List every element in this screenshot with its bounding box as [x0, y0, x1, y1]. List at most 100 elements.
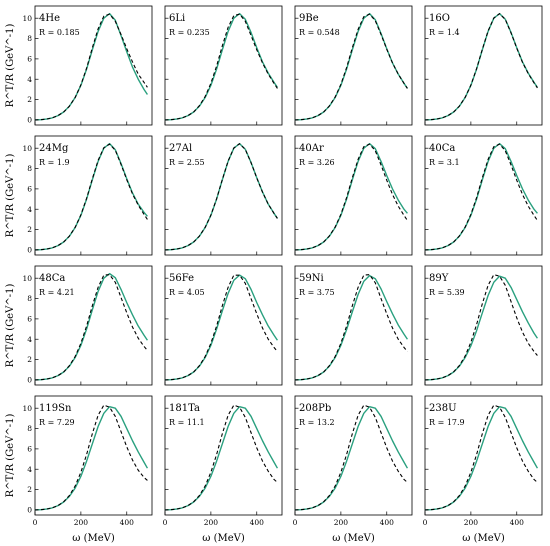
x-tick-label: 400 — [250, 518, 265, 527]
y-tick-label: 4 — [27, 335, 32, 344]
y-tick-label: 8 — [27, 424, 32, 433]
panel-nucleus-label: 16O — [429, 13, 450, 24]
panel-nucleus-label: 27Al — [169, 143, 192, 154]
panel-nucleus-label: 208Pb — [299, 403, 331, 414]
y-tick-label: 6 — [27, 54, 32, 63]
panel-56fe: 56Fe R = 4.05 — [164, 265, 283, 386]
panel-frame — [294, 395, 413, 516]
y-tick-label: 2 — [27, 485, 32, 494]
panel-nucleus-label: 119Sn — [39, 403, 72, 414]
x-tick-label: 400 — [120, 518, 135, 527]
panel-nucleus-label: 4He — [39, 13, 60, 24]
panel-24mg: 0 2 4 6 8 10 24Mg R = 1.9 — [22, 135, 153, 256]
panel-frame — [424, 265, 543, 386]
x-axis-title: ω (MeV) — [332, 533, 375, 544]
panel-frame — [294, 135, 413, 256]
panel-nucleus-label: 40Ar — [299, 143, 324, 154]
series-line-dashed — [164, 13, 278, 121]
y-tick-label: 4 — [27, 465, 32, 474]
x-tick-label: 0 — [163, 518, 168, 527]
y-tick-label: 10 — [22, 404, 32, 413]
panel-r-value: R = 1.9 — [39, 158, 70, 167]
panel-208pb: 0 200 400 208Pb R = 13.2 — [293, 395, 413, 527]
panel-nucleus-label: 59Ni — [299, 273, 324, 284]
panel-r-value: R = 17.9 — [429, 418, 465, 427]
y-tick-label: 8 — [27, 164, 32, 173]
y-tick-label: 2 — [27, 355, 32, 364]
y-tick-label: 6 — [27, 184, 32, 193]
panel-frame — [164, 395, 283, 516]
panel-r-value: R = 1.4 — [429, 28, 460, 37]
series-line-dashed — [34, 274, 148, 381]
panel-40ar: 40Ar R = 3.26 — [294, 135, 413, 256]
panel-r-value: R = 2.55 — [169, 158, 205, 167]
panel-r-value: R = 13.2 — [299, 418, 335, 427]
panel-4he: 0 2 4 6 8 10 4He R = 0.185 — [22, 5, 153, 126]
panel-nucleus-label: 40Ca — [429, 143, 455, 154]
panel-238u: 0 200 400 238U R = 17.9 — [423, 395, 543, 527]
series-line-dashed — [424, 404, 538, 511]
series-line-dashed — [164, 274, 278, 381]
series-line-dashed — [34, 143, 148, 251]
y-tick-label: 10 — [22, 274, 32, 283]
series-line-dashed — [294, 13, 408, 121]
panel-6li: 6Li R = 0.235 — [164, 5, 283, 126]
x-tick-label: 0 — [423, 518, 428, 527]
y-tick-label: 4 — [27, 75, 32, 84]
series-line-dashed — [34, 13, 148, 121]
panel-frame — [294, 265, 413, 386]
y-axis-title: R^T/R (GeV^-1) — [5, 414, 16, 498]
panel-frame — [164, 5, 283, 126]
panel-frame — [34, 265, 153, 386]
series-line-dashed — [164, 143, 278, 251]
panel-89y: 89Y R = 5.39 — [424, 265, 543, 386]
panel-181ta: 0 200 400 181Ta R = 11.1 — [163, 395, 283, 527]
panel-nucleus-label: 48Ca — [39, 273, 65, 284]
y-tick-label: 0 — [27, 246, 32, 255]
panel-nucleus-label: 56Fe — [169, 273, 194, 284]
x-tick-label: 400 — [380, 518, 395, 527]
y-tick-label: 2 — [27, 95, 32, 104]
panel-119sn: 0 200 400 0 2 4 6 8 10 119Sn R = 7.29 — [22, 395, 153, 527]
y-tick-label: 10 — [22, 14, 32, 23]
panel-frame — [424, 135, 543, 256]
panel-r-value: R = 4.05 — [169, 288, 205, 297]
panel-r-value: R = 0.235 — [169, 28, 210, 37]
series-line-dashed — [424, 274, 538, 381]
panel-r-value: R = 7.29 — [39, 418, 75, 427]
y-tick-label: 8 — [27, 34, 32, 43]
panel-40ca: 40Ca R = 3.1 — [424, 135, 543, 256]
x-axis-title: ω (MeV) — [72, 533, 115, 544]
x-tick-label: 0 — [33, 518, 38, 527]
panel-frame — [424, 5, 543, 126]
panel-frame — [164, 135, 283, 256]
panel-frame — [424, 395, 543, 516]
series-line-dashed — [424, 143, 538, 251]
panel-9be: 9Be R = 0.548 — [294, 5, 413, 126]
series-line-dashed — [294, 404, 408, 511]
y-tick-label: 10 — [22, 144, 32, 153]
y-axis-title: R^T/R (GeV^-1) — [5, 284, 16, 368]
panel-frame — [294, 5, 413, 126]
panel-r-value: R = 0.548 — [299, 28, 340, 37]
series-line-dashed — [294, 143, 408, 251]
series-line-dashed — [424, 13, 538, 121]
series-line-dashed — [294, 274, 408, 381]
panel-nucleus-label: 238U — [429, 403, 457, 414]
panel-16o: 16O R = 1.4 — [424, 5, 543, 126]
panel-nucleus-label: 89Y — [429, 273, 449, 284]
panel-frame — [164, 265, 283, 386]
panel-r-value: R = 5.39 — [429, 288, 465, 297]
panel-nucleus-label: 24Mg — [39, 143, 69, 154]
panel-r-value: R = 4.21 — [39, 288, 75, 297]
y-tick-label: 0 — [27, 506, 32, 515]
panel-nucleus-label: 9Be — [299, 13, 319, 24]
series-line-dashed — [34, 404, 148, 511]
y-tick-label: 8 — [27, 294, 32, 303]
x-tick-label: 200 — [464, 518, 479, 527]
y-axis-title: R^T/R (GeV^-1) — [5, 24, 16, 108]
x-tick-label: 200 — [74, 518, 89, 527]
x-tick-label: 200 — [334, 518, 349, 527]
panel-r-value: R = 11.1 — [169, 418, 205, 427]
y-tick-label: 4 — [27, 205, 32, 214]
